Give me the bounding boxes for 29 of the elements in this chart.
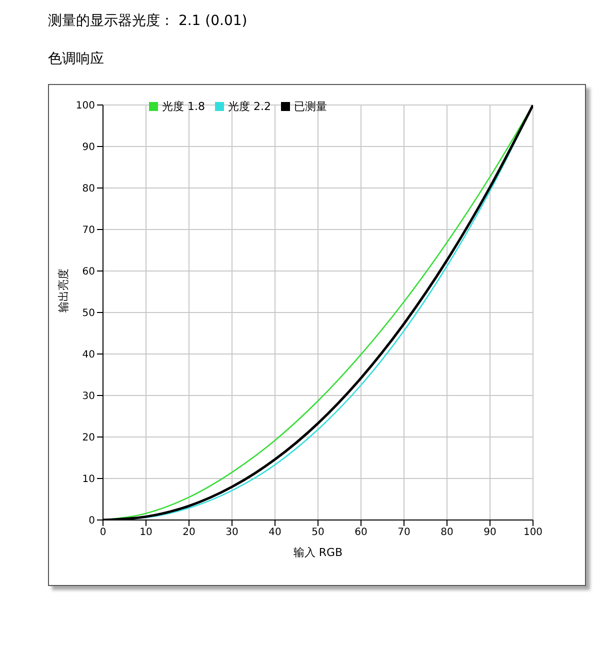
x-tick-label: 40 (268, 527, 282, 538)
y-tick-label: 80 (82, 184, 95, 195)
legend-label: 光度 2.2 (228, 100, 271, 113)
y-tick-label: 40 (82, 350, 95, 361)
x-tick-label: 0 (100, 527, 106, 538)
chart-subtitle: 色调响应 (48, 50, 105, 68)
y-tick-label: 30 (82, 391, 95, 402)
y-axis-title: 输出亮度 (56, 268, 70, 312)
x-tick-label: 80 (440, 527, 454, 538)
legend-label: 已测量 (294, 100, 327, 113)
y-tick-label: 20 (82, 432, 95, 444)
x-tick-label: 60 (354, 527, 368, 538)
x-axis-title: 输入 RGB (293, 546, 343, 559)
y-tick-label: 90 (82, 142, 95, 154)
x-tick-label: 100 (523, 527, 543, 538)
chart-title: 测量的显示器光度： 2.1 (0.01) (48, 12, 248, 30)
y-tick-label: 100 (76, 100, 95, 112)
x-tick-label: 50 (312, 527, 324, 538)
x-tick-label: 70 (398, 527, 410, 538)
x-tick-label: 10 (140, 527, 152, 538)
y-tick-label: 50 (82, 308, 95, 320)
x-tick-label: 90 (484, 527, 496, 538)
y-tick-label: 10 (82, 474, 95, 486)
x-tick-label: 30 (226, 527, 238, 538)
legend-label: 光度 1.8 (162, 100, 205, 113)
x-tick-label: 20 (182, 527, 196, 538)
y-tick-label: 0 (88, 516, 95, 527)
y-tick-label: 70 (82, 225, 95, 236)
y-tick-label: 60 (82, 266, 95, 278)
